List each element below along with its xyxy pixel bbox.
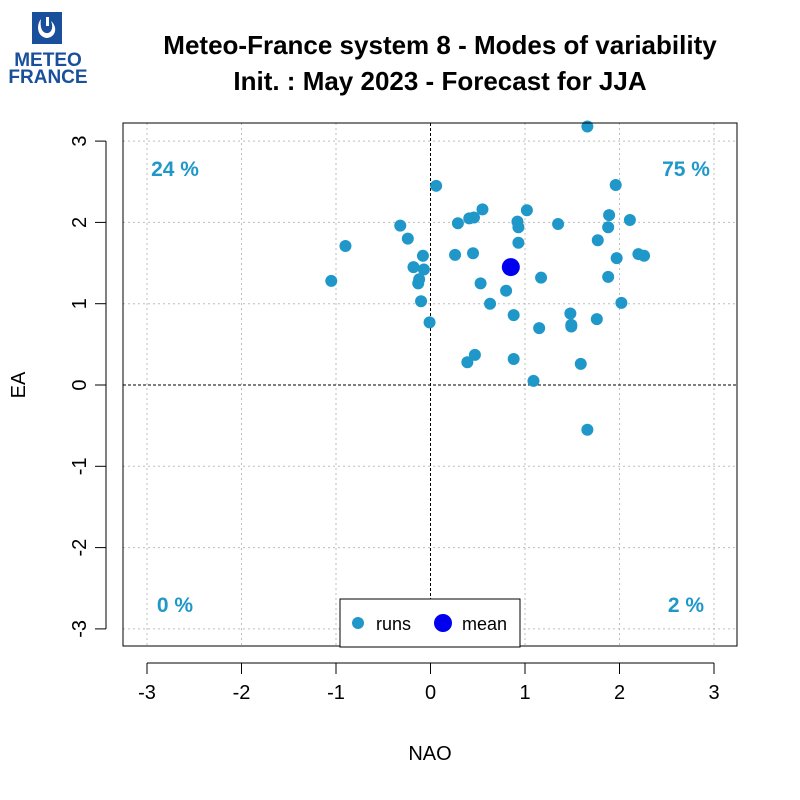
quadrant-label-bottom-left: 0 % — [157, 594, 194, 617]
run-point — [512, 221, 525, 234]
y-axis-label: EA — [8, 371, 30, 398]
run-point — [339, 239, 352, 252]
run-point — [415, 295, 428, 308]
run-point — [507, 309, 520, 322]
run-point — [394, 219, 407, 232]
run-point — [412, 277, 425, 290]
legend-marker-mean — [434, 614, 452, 632]
run-point — [638, 249, 651, 262]
x-tick-label: 3 — [708, 682, 719, 704]
quadrant-label-bottom-right: 2 % — [668, 594, 705, 617]
legend-label-mean: mean — [462, 614, 507, 634]
legend-label-runs: runs — [376, 614, 411, 634]
run-point — [581, 423, 594, 436]
legend-marker-runs — [352, 617, 364, 629]
y-tick-label: 0 — [69, 379, 91, 390]
run-point — [623, 213, 636, 226]
run-point — [512, 236, 525, 249]
run-point — [449, 248, 462, 261]
x-tick-label: -2 — [233, 682, 251, 704]
x-tick-label: 1 — [519, 682, 530, 704]
run-point — [565, 320, 578, 333]
data-points — [325, 120, 651, 436]
axes: -3 -2 -1 0 1 2 3 -3 -2 -1 0 1 2 3 NAO EA — [8, 136, 720, 765]
run-point — [423, 316, 436, 329]
x-axis-label: NAO — [408, 743, 451, 765]
chart-title: Meteo-France system 8 - Modes of variabi… — [163, 30, 717, 60]
chart-subtitle: Init. : May 2023 - Forecast for JJA — [233, 66, 647, 96]
run-point — [325, 274, 338, 287]
x-tick-label: 0 — [425, 682, 436, 704]
run-point — [609, 179, 622, 192]
y-tick-label: 3 — [69, 136, 91, 147]
run-point — [581, 120, 594, 133]
y-tick-label: -3 — [69, 620, 91, 638]
run-point — [500, 284, 513, 297]
y-tick-label: -2 — [69, 539, 91, 557]
logo-icon — [32, 12, 62, 44]
run-point — [507, 352, 520, 365]
legend-box — [339, 598, 521, 648]
logo-france-text: FRANCE — [8, 67, 88, 88]
x-tick-label: -1 — [327, 682, 345, 704]
run-point — [416, 249, 429, 262]
x-tick-label: 2 — [614, 682, 625, 704]
y-tick-label: -1 — [69, 457, 91, 475]
run-point — [533, 322, 546, 335]
run-point — [610, 252, 623, 265]
run-point — [401, 232, 414, 245]
y-tick-label: 2 — [69, 217, 91, 228]
run-point — [520, 204, 533, 217]
run-point — [461, 356, 474, 369]
run-point — [527, 374, 540, 387]
run-point — [615, 296, 628, 309]
quadrant-label-top-left: 24 % — [151, 158, 199, 181]
run-point — [476, 203, 489, 216]
run-point — [430, 179, 443, 192]
run-point — [451, 217, 464, 230]
logo-meteo-text: METEO — [14, 50, 82, 71]
reference-lines — [123, 123, 737, 646]
quadrant-label-top-right: 75 % — [662, 158, 710, 181]
run-point — [552, 218, 565, 231]
run-point — [484, 297, 497, 310]
run-point — [535, 271, 548, 284]
x-tick-label: -3 — [138, 682, 156, 704]
quadrant-labels: 24 % 75 % 0 % 2 % — [151, 158, 710, 617]
run-point — [591, 234, 604, 247]
run-point — [467, 211, 480, 224]
run-point — [603, 209, 616, 222]
mean-point — [501, 258, 520, 277]
run-point — [467, 247, 480, 260]
run-point — [564, 307, 577, 320]
legend: runs mean — [339, 598, 521, 648]
run-point — [602, 221, 615, 234]
run-point — [407, 261, 420, 274]
run-point — [574, 357, 587, 370]
run-point — [468, 348, 481, 361]
run-point — [602, 270, 615, 283]
run-point — [417, 263, 430, 276]
run-point — [474, 277, 487, 290]
y-tick-label: 1 — [69, 298, 91, 309]
run-point — [590, 313, 603, 326]
